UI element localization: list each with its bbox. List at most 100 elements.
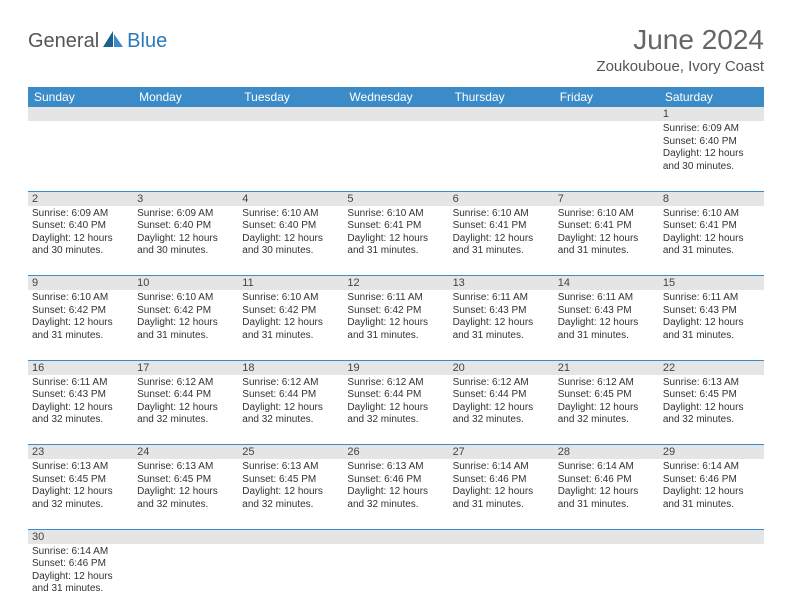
weekday-header: Sunday <box>28 87 133 107</box>
daylight-line: Daylight: 12 hours and 32 minutes. <box>453 402 550 427</box>
daylight-line: Daylight: 12 hours and 31 minutes. <box>137 317 234 342</box>
day-number: 18 <box>238 360 343 375</box>
sunrise-line: Sunrise: 6:11 AM <box>558 292 655 305</box>
sunrise-line: Sunrise: 6:10 AM <box>242 292 339 305</box>
day-cell: Sunrise: 6:12 AMSunset: 6:44 PMDaylight:… <box>343 375 448 445</box>
sunset-line: Sunset: 6:40 PM <box>137 220 234 233</box>
calendar: Sunday Monday Tuesday Wednesday Thursday… <box>28 87 764 614</box>
day-cell: Sunrise: 6:10 AMSunset: 6:42 PMDaylight:… <box>28 290 133 360</box>
week-row: Sunrise: 6:13 AMSunset: 6:45 PMDaylight:… <box>28 459 764 529</box>
sunset-line: Sunset: 6:43 PM <box>663 305 760 318</box>
day-number: 10 <box>133 276 238 291</box>
day-cell: Sunrise: 6:10 AMSunset: 6:40 PMDaylight:… <box>238 206 343 276</box>
sunrise-line: Sunrise: 6:10 AM <box>558 208 655 221</box>
day-number: 22 <box>659 360 764 375</box>
daylight-line: Daylight: 12 hours and 31 minutes. <box>453 486 550 511</box>
day-number <box>28 107 133 121</box>
day-number-row: 16171819202122 <box>28 360 764 375</box>
day-number <box>133 107 238 121</box>
daylight-line: Daylight: 12 hours and 31 minutes. <box>663 486 760 511</box>
logo-text-general: General <box>28 30 99 53</box>
sunrise-line: Sunrise: 6:10 AM <box>32 292 129 305</box>
sunrise-line: Sunrise: 6:14 AM <box>663 461 760 474</box>
week-row: Sunrise: 6:11 AMSunset: 6:43 PMDaylight:… <box>28 375 764 445</box>
sunset-line: Sunset: 6:46 PM <box>32 558 129 571</box>
day-cell: Sunrise: 6:12 AMSunset: 6:44 PMDaylight:… <box>449 375 554 445</box>
sunrise-line: Sunrise: 6:12 AM <box>558 377 655 390</box>
sunset-line: Sunset: 6:42 PM <box>137 305 234 318</box>
daylight-line: Daylight: 12 hours and 31 minutes. <box>32 317 129 342</box>
sunset-line: Sunset: 6:41 PM <box>453 220 550 233</box>
daylight-line: Daylight: 12 hours and 31 minutes. <box>32 571 129 596</box>
day-cell: Sunrise: 6:10 AMSunset: 6:41 PMDaylight:… <box>449 206 554 276</box>
daylight-line: Daylight: 12 hours and 32 minutes. <box>32 402 129 427</box>
sunrise-line: Sunrise: 6:14 AM <box>558 461 655 474</box>
daylight-line: Daylight: 12 hours and 31 minutes. <box>558 486 655 511</box>
day-number <box>554 529 659 544</box>
daylight-line: Daylight: 12 hours and 32 minutes. <box>137 486 234 511</box>
sunset-line: Sunset: 6:44 PM <box>347 389 444 402</box>
day-number: 12 <box>343 276 448 291</box>
sunset-line: Sunset: 6:44 PM <box>453 389 550 402</box>
month-title: June 2024 <box>596 24 764 56</box>
day-cell: Sunrise: 6:14 AMSunset: 6:46 PMDaylight:… <box>554 459 659 529</box>
week-row: Sunrise: 6:09 AMSunset: 6:40 PMDaylight:… <box>28 121 764 191</box>
sunset-line: Sunset: 6:42 PM <box>347 305 444 318</box>
sunrise-line: Sunrise: 6:11 AM <box>32 377 129 390</box>
day-cell: Sunrise: 6:11 AMSunset: 6:43 PMDaylight:… <box>659 290 764 360</box>
day-number: 28 <box>554 445 659 460</box>
sunset-line: Sunset: 6:41 PM <box>347 220 444 233</box>
day-number: 7 <box>554 191 659 206</box>
day-cell: Sunrise: 6:11 AMSunset: 6:43 PMDaylight:… <box>449 290 554 360</box>
sunset-line: Sunset: 6:42 PM <box>242 305 339 318</box>
sunset-line: Sunset: 6:44 PM <box>242 389 339 402</box>
day-number <box>449 529 554 544</box>
sunset-line: Sunset: 6:41 PM <box>663 220 760 233</box>
weekday-header: Tuesday <box>238 87 343 107</box>
sunrise-line: Sunrise: 6:13 AM <box>663 377 760 390</box>
sunrise-line: Sunrise: 6:10 AM <box>242 208 339 221</box>
day-cell: Sunrise: 6:13 AMSunset: 6:45 PMDaylight:… <box>28 459 133 529</box>
daylight-line: Daylight: 12 hours and 30 minutes. <box>242 233 339 258</box>
day-cell <box>28 121 133 191</box>
day-cell: Sunrise: 6:09 AMSunset: 6:40 PMDaylight:… <box>133 206 238 276</box>
sunrise-line: Sunrise: 6:13 AM <box>242 461 339 474</box>
day-cell: Sunrise: 6:12 AMSunset: 6:44 PMDaylight:… <box>238 375 343 445</box>
daylight-line: Daylight: 12 hours and 32 minutes. <box>32 486 129 511</box>
day-cell: Sunrise: 6:10 AMSunset: 6:42 PMDaylight:… <box>133 290 238 360</box>
day-number: 24 <box>133 445 238 460</box>
daylight-line: Daylight: 12 hours and 31 minutes. <box>453 233 550 258</box>
daylight-line: Daylight: 12 hours and 32 minutes. <box>347 486 444 511</box>
sunset-line: Sunset: 6:45 PM <box>242 474 339 487</box>
day-number: 17 <box>133 360 238 375</box>
daylight-line: Daylight: 12 hours and 31 minutes. <box>453 317 550 342</box>
daylight-line: Daylight: 12 hours and 32 minutes. <box>558 402 655 427</box>
day-cell: Sunrise: 6:10 AMSunset: 6:41 PMDaylight:… <box>343 206 448 276</box>
day-number: 4 <box>238 191 343 206</box>
day-cell <box>554 544 659 614</box>
day-number-row: 2345678 <box>28 191 764 206</box>
day-number: 9 <box>28 276 133 291</box>
daylight-line: Daylight: 12 hours and 31 minutes. <box>558 233 655 258</box>
daylight-line: Daylight: 12 hours and 32 minutes. <box>347 402 444 427</box>
day-number <box>554 107 659 121</box>
day-number <box>343 529 448 544</box>
day-number: 6 <box>449 191 554 206</box>
day-number: 8 <box>659 191 764 206</box>
daylight-line: Daylight: 12 hours and 30 minutes. <box>663 148 760 173</box>
day-cell: Sunrise: 6:12 AMSunset: 6:45 PMDaylight:… <box>554 375 659 445</box>
week-row: Sunrise: 6:10 AMSunset: 6:42 PMDaylight:… <box>28 290 764 360</box>
week-row: Sunrise: 6:09 AMSunset: 6:40 PMDaylight:… <box>28 206 764 276</box>
sunrise-line: Sunrise: 6:10 AM <box>137 292 234 305</box>
daylight-line: Daylight: 12 hours and 31 minutes. <box>558 317 655 342</box>
sunset-line: Sunset: 6:45 PM <box>663 389 760 402</box>
sunrise-line: Sunrise: 6:13 AM <box>137 461 234 474</box>
sunrise-line: Sunrise: 6:10 AM <box>663 208 760 221</box>
sunrise-line: Sunrise: 6:10 AM <box>453 208 550 221</box>
weekday-header-row: Sunday Monday Tuesday Wednesday Thursday… <box>28 87 764 107</box>
sunset-line: Sunset: 6:40 PM <box>663 136 760 149</box>
day-number: 16 <box>28 360 133 375</box>
daylight-line: Daylight: 12 hours and 30 minutes. <box>32 233 129 258</box>
day-cell: Sunrise: 6:10 AMSunset: 6:41 PMDaylight:… <box>659 206 764 276</box>
sunrise-line: Sunrise: 6:11 AM <box>453 292 550 305</box>
